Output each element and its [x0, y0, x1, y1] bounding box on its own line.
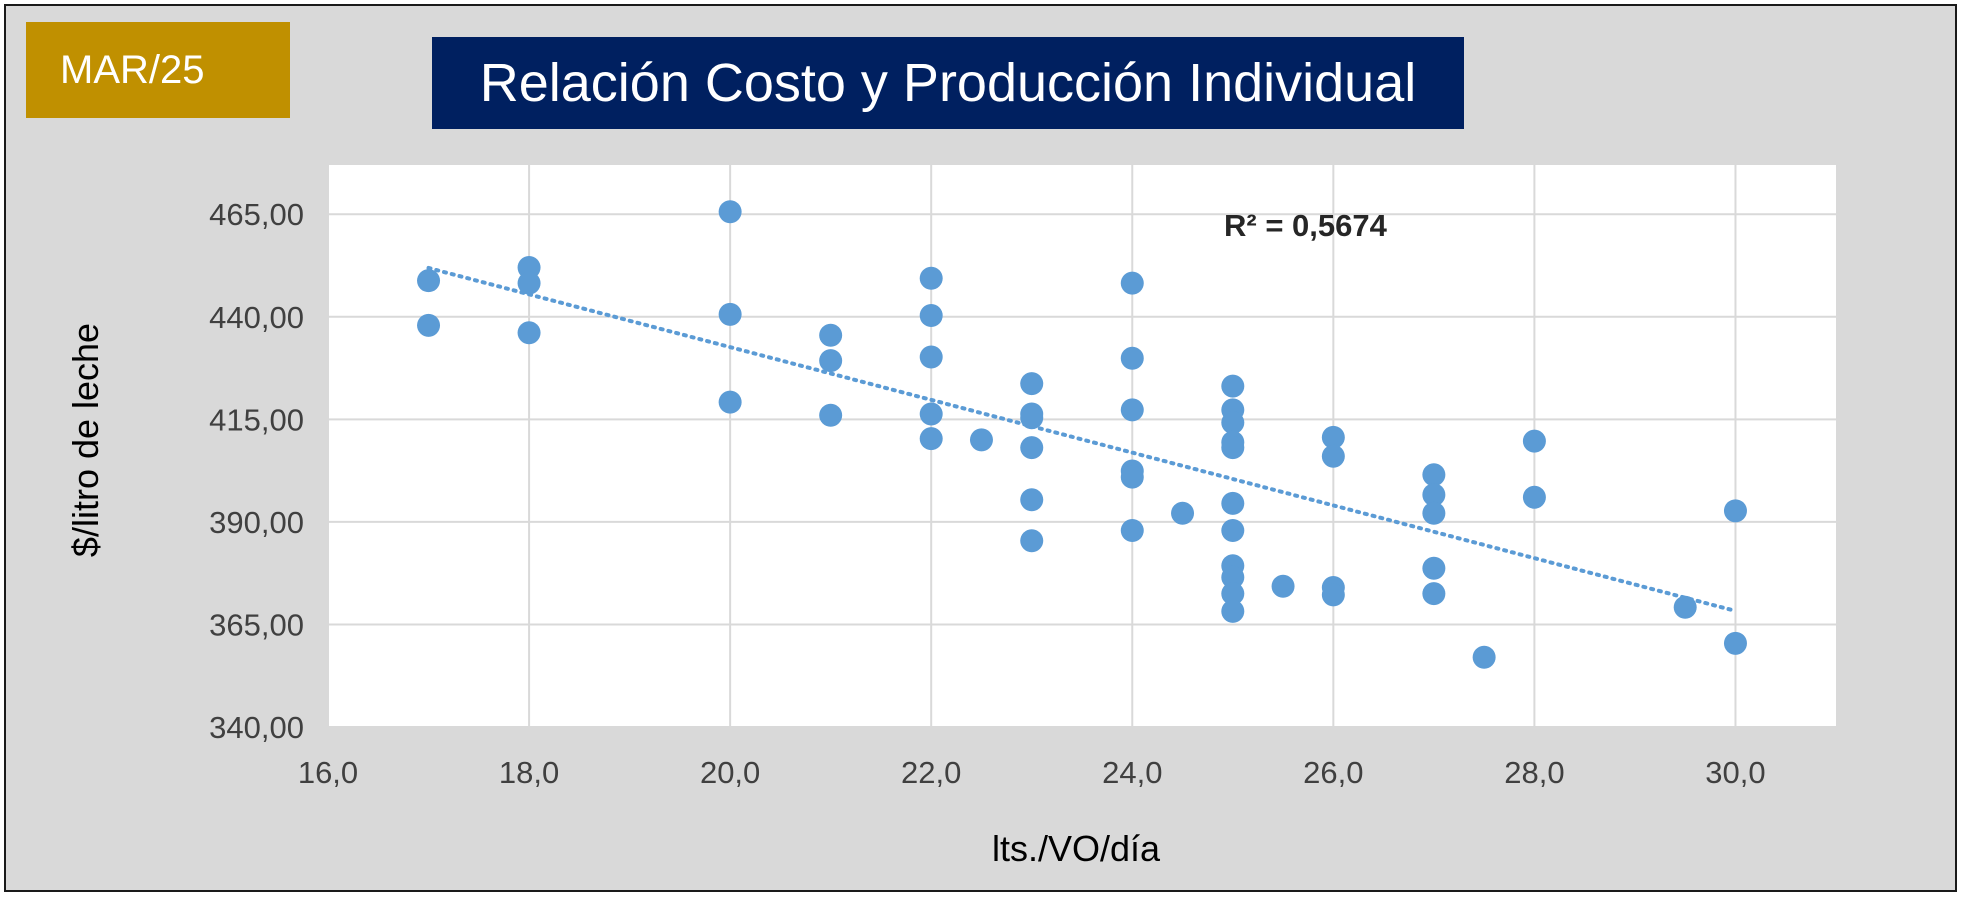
data-point — [1221, 565, 1245, 589]
period-badge: MAR/25 — [26, 22, 290, 118]
x-tick-label: 22,0 — [901, 755, 961, 790]
trendline — [426, 265, 1738, 613]
data-point — [1221, 599, 1245, 623]
data-point — [1422, 582, 1446, 606]
data-point — [1422, 483, 1446, 507]
y-tick-label: 415,00 — [209, 402, 304, 437]
data-point — [1321, 444, 1345, 468]
data-point — [819, 349, 843, 373]
x-tick-label: 18,0 — [499, 755, 559, 790]
data-point — [919, 304, 943, 328]
y-tick-label: 365,00 — [209, 607, 304, 642]
data-point — [969, 428, 993, 452]
data-point — [1723, 631, 1747, 655]
r-squared-annotation: R² = 0,5674 — [1224, 208, 1388, 243]
y-axis-ticks: 340,00 365,00 390,00 415,00 440,00 465,00 — [209, 197, 304, 745]
data-point — [919, 345, 943, 369]
period-label: MAR/25 — [60, 48, 205, 92]
data-point — [1221, 491, 1245, 515]
data-points — [417, 200, 1747, 669]
data-point — [1522, 485, 1546, 509]
y-tick-label: 465,00 — [209, 197, 304, 232]
data-point — [1221, 374, 1245, 398]
data-point — [718, 302, 742, 326]
y-tick-label: 340,00 — [209, 710, 304, 745]
data-point — [1723, 499, 1747, 523]
data-point — [1271, 574, 1295, 598]
data-point — [1221, 582, 1245, 606]
data-point — [718, 200, 742, 224]
data-point — [1221, 436, 1245, 460]
x-tick-label: 24,0 — [1102, 755, 1162, 790]
data-point — [1120, 271, 1144, 295]
data-point — [1321, 583, 1345, 607]
data-point — [1120, 398, 1144, 422]
data-point — [819, 323, 843, 347]
data-point — [1673, 595, 1697, 619]
data-point — [919, 427, 943, 451]
data-point — [1522, 429, 1546, 453]
x-tick-label: 30,0 — [1705, 755, 1765, 790]
chart-title: Relación Costo y Producción Individual — [432, 37, 1464, 129]
data-point — [1020, 406, 1044, 430]
data-point — [1120, 346, 1144, 370]
data-point — [919, 266, 943, 290]
data-point — [1422, 501, 1446, 525]
data-point — [1120, 465, 1144, 489]
y-tick-label: 390,00 — [209, 505, 304, 540]
data-point — [1472, 645, 1496, 669]
x-axis-ticks: 16,0 18,0 20,0 22,0 24,0 26,0 28,0 30,0 — [298, 755, 1766, 790]
data-point — [517, 321, 541, 345]
x-axis-title: lts./VO/día — [992, 828, 1161, 869]
y-tick-label: 440,00 — [209, 300, 304, 335]
data-point — [919, 402, 943, 426]
data-point — [1221, 519, 1245, 543]
y-axis-title: $/litro de leche — [65, 323, 106, 557]
data-point — [517, 271, 541, 295]
data-point — [1020, 488, 1044, 512]
data-point — [1321, 425, 1345, 449]
data-point — [1171, 501, 1195, 525]
data-point — [417, 313, 441, 337]
plot-area — [328, 165, 1836, 727]
data-point — [1120, 519, 1144, 543]
data-point — [417, 269, 441, 293]
data-point — [1221, 411, 1245, 435]
x-tick-label: 26,0 — [1303, 755, 1363, 790]
data-point — [819, 403, 843, 427]
x-tick-label: 28,0 — [1504, 755, 1564, 790]
data-point — [718, 390, 742, 414]
data-point — [1422, 556, 1446, 580]
x-tick-label: 20,0 — [700, 755, 760, 790]
data-point — [1020, 372, 1044, 396]
data-point — [1422, 463, 1446, 487]
data-point — [1020, 436, 1044, 460]
data-point — [1020, 529, 1044, 553]
x-tick-label: 16,0 — [298, 755, 358, 790]
